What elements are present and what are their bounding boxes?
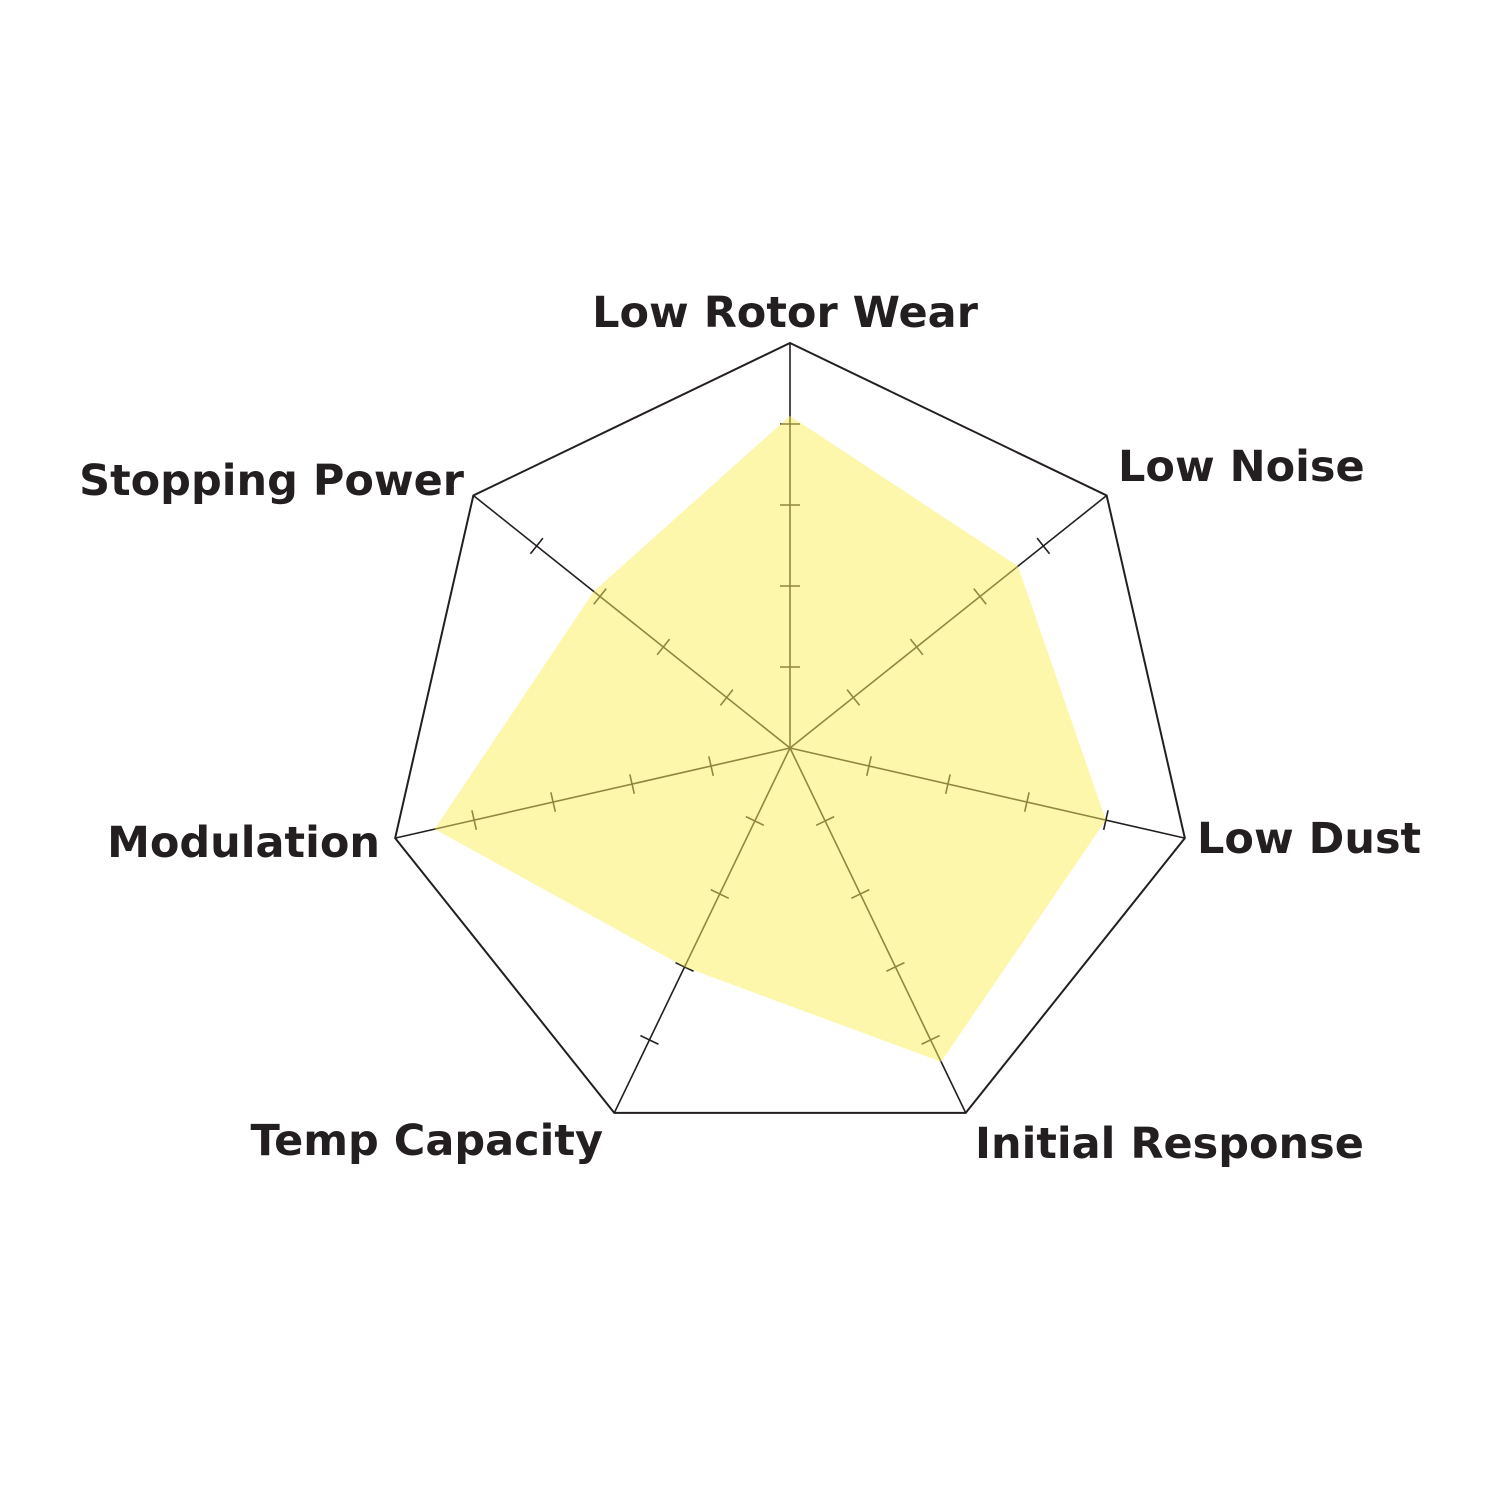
category-label: Stopping Power (79, 456, 465, 506)
category-label: Initial Response (975, 1119, 1364, 1169)
outer-frame (394, 341, 1186, 1114)
tick-mark (1036, 537, 1051, 555)
category-label: Low Rotor Wear (592, 288, 979, 338)
tick-mark (1102, 810, 1109, 831)
category-label: Modulation (107, 818, 380, 868)
tick-mark (529, 537, 544, 555)
tick-mark (640, 1034, 659, 1045)
series-area (434, 415, 1106, 1062)
category-label: Low Dust (1197, 814, 1421, 864)
category-label: Low Noise (1118, 442, 1365, 492)
labels: Low Rotor Wear Low Noise Low Dust Initial R… (79, 288, 1421, 1169)
category-label: Temp Capacity (250, 1116, 603, 1166)
